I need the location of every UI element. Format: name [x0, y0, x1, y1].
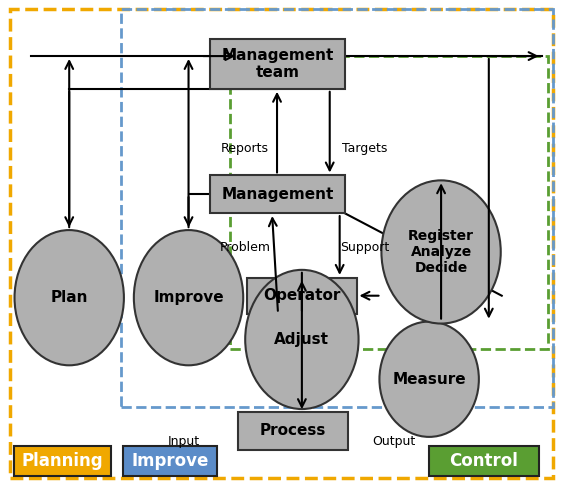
Text: Planning: Planning [21, 452, 103, 470]
Bar [247, 278, 356, 314]
Bar [121, 9, 553, 407]
Text: Process: Process [260, 423, 326, 438]
Text: Support: Support [340, 242, 389, 255]
Bar [211, 39, 345, 89]
Bar [230, 56, 548, 349]
Bar [429, 446, 539, 476]
Ellipse shape [15, 230, 124, 365]
Text: Operator: Operator [263, 288, 341, 303]
Ellipse shape [245, 270, 359, 409]
Text: Improve: Improve [131, 452, 209, 470]
Bar [14, 446, 111, 476]
Ellipse shape [379, 321, 479, 437]
Text: Control: Control [449, 452, 519, 470]
Bar [123, 446, 217, 476]
Ellipse shape [381, 180, 501, 323]
Text: Problem: Problem [220, 242, 271, 255]
Bar [238, 412, 347, 450]
Ellipse shape [134, 230, 243, 365]
Text: Output: Output [373, 435, 416, 449]
Text: Improve: Improve [153, 290, 224, 305]
Text: Reports: Reports [221, 142, 269, 155]
Text: Adjust: Adjust [274, 332, 329, 347]
Text: Management
team: Management team [221, 48, 334, 80]
Text: Plan: Plan [51, 290, 88, 305]
Text: Targets: Targets [342, 142, 387, 155]
Text: Register
Analyze
Decide: Register Analyze Decide [408, 229, 474, 275]
Text: Measure: Measure [392, 372, 466, 387]
Text: Management: Management [221, 187, 334, 202]
Bar [211, 175, 345, 213]
Text: Input: Input [168, 435, 200, 449]
